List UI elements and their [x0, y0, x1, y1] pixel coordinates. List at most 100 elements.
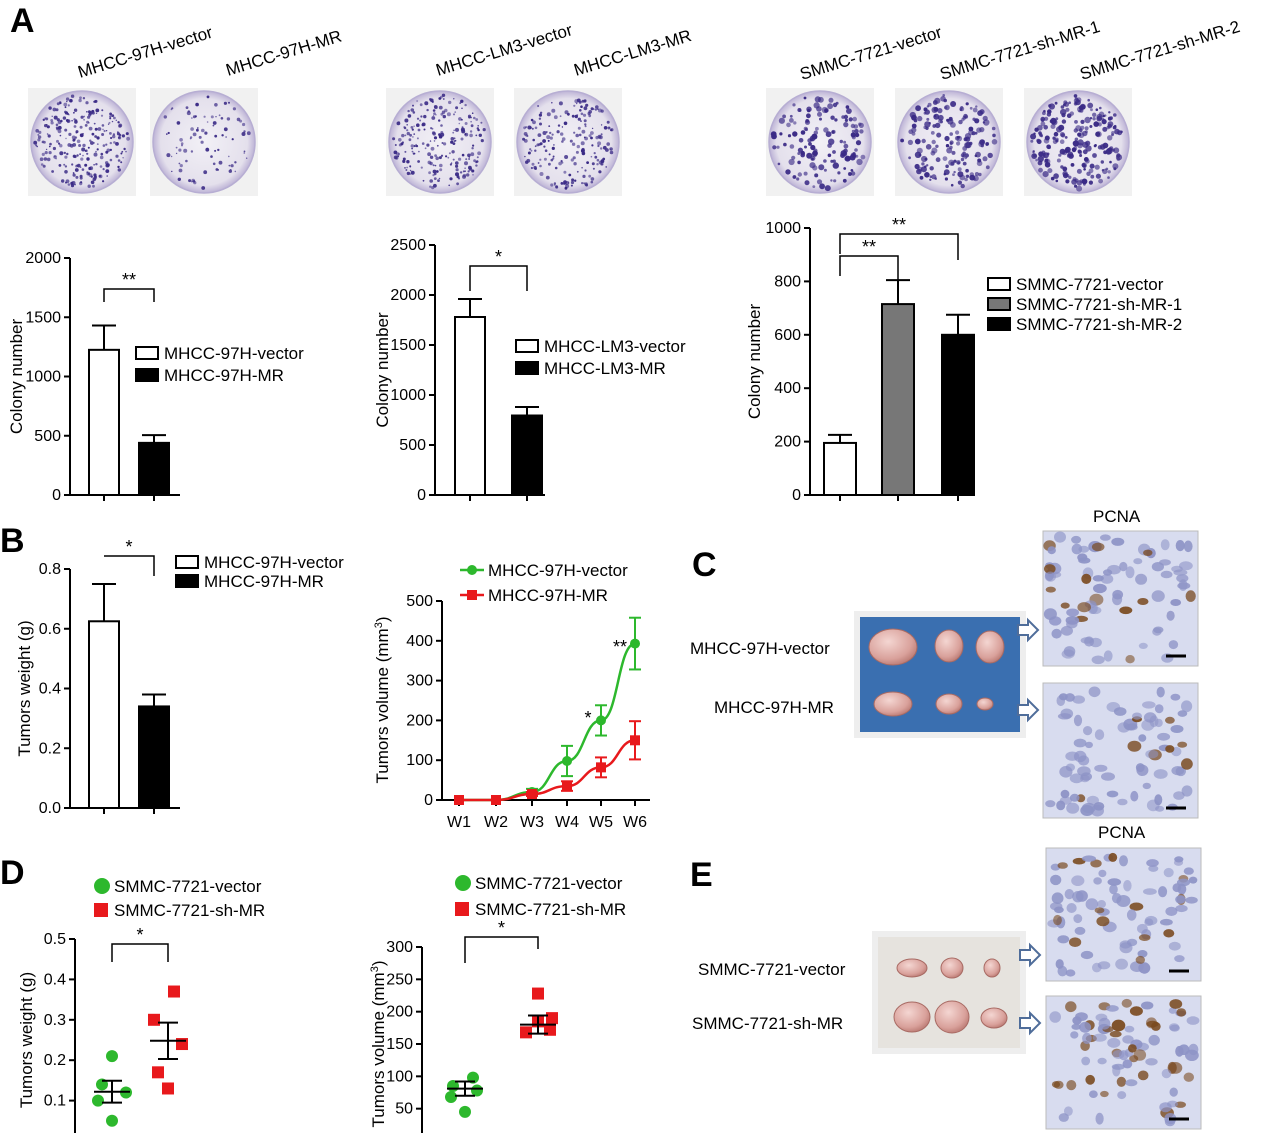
colony-dot: [792, 103, 796, 107]
colony-dot: [46, 157, 51, 162]
cell-nucleus: [1118, 1050, 1129, 1061]
cell-nucleus: [1072, 695, 1085, 704]
colony-dot: [824, 185, 831, 192]
colony-dot: [1060, 165, 1064, 169]
colony-dot: [964, 153, 969, 158]
colony-dot: [1042, 111, 1046, 116]
colony-dot: [573, 162, 577, 166]
colony-dot: [178, 162, 181, 165]
colony-dot: [393, 155, 398, 160]
colony-dot: [543, 145, 546, 148]
colony-dot: [454, 139, 457, 142]
colony-dot: [1087, 98, 1090, 102]
colony-dot: [1037, 125, 1043, 131]
colony-dot: [72, 172, 75, 174]
cell-nucleus: [1077, 766, 1091, 776]
colony-dot: [67, 119, 71, 123]
colony-dot: [64, 110, 67, 114]
y-tick-label: 1500: [25, 309, 61, 326]
colony-dot: [50, 121, 54, 125]
colony-dot: [542, 131, 547, 135]
colony-dot: [546, 112, 551, 117]
colony-dot: [61, 179, 65, 183]
cell-nucleus: [1176, 1008, 1187, 1017]
colony-dot: [246, 131, 251, 136]
colony-dot: [1113, 124, 1117, 128]
colony-dot: [461, 153, 465, 157]
colony-dot: [580, 105, 583, 108]
legend-swatch: [135, 368, 159, 382]
colony-dot: [59, 102, 62, 104]
colony-dot: [439, 168, 443, 172]
colony-dot: [843, 140, 847, 144]
colony-dot: [180, 142, 184, 145]
colony-dot: [943, 169, 950, 176]
colony-dot: [808, 142, 812, 146]
dish-label: MHCC-LM3-vector: [434, 20, 575, 80]
colony-dot: [163, 115, 167, 119]
cell-nucleus: [1125, 566, 1135, 579]
tumor: [976, 697, 994, 711]
colony-dot: [97, 127, 102, 131]
colony-dot: [88, 166, 92, 171]
tumor: [934, 1000, 970, 1034]
colony-dot: [917, 166, 923, 172]
colony-dot: [52, 146, 57, 151]
colony-dot: [38, 130, 42, 134]
colony-dot: [420, 166, 423, 169]
colony-dot: [105, 169, 110, 174]
colony-dot: [576, 102, 578, 105]
colony-dot: [431, 100, 434, 103]
colony-dot: [214, 149, 217, 152]
colony-dot: [200, 140, 204, 144]
data-point: [148, 1013, 160, 1026]
colony-dot: [578, 100, 582, 104]
colony-dot: [523, 126, 526, 130]
colony-dot: [44, 124, 48, 128]
colony-dot: [210, 115, 214, 119]
colony-dot: [464, 103, 467, 107]
colony-dot: [831, 130, 835, 134]
cell-nucleus: [1137, 598, 1149, 605]
colony-dot: [936, 132, 942, 138]
cell-nucleus: [1185, 896, 1198, 904]
colony-dot: [79, 153, 81, 156]
colony-dot: [1109, 160, 1112, 164]
colony-dot: [477, 151, 481, 156]
cell-nucleus: [1051, 1081, 1061, 1088]
colony-dot: [858, 122, 862, 126]
colony-dot: [64, 155, 68, 159]
colony-dot: [962, 161, 967, 166]
colony-dot: [464, 133, 467, 136]
colony-dot: [99, 165, 103, 168]
colony-dot: [46, 125, 50, 129]
colony-dot: [827, 103, 833, 110]
colony-dot: [67, 104, 70, 107]
cell-nucleus: [1177, 741, 1188, 748]
colony-dot: [464, 167, 466, 169]
bar: [454, 316, 486, 496]
colony-dot: [472, 174, 474, 176]
legend-label: SMMC-7721-vector: [114, 877, 262, 896]
cell-nucleus: [1060, 708, 1074, 719]
colony-dot: [433, 105, 438, 109]
cell-nucleus: [1080, 805, 1094, 816]
colony-dot: [72, 173, 76, 177]
colony-dot: [455, 106, 459, 110]
colony-dot: [115, 142, 119, 146]
colony-dot: [185, 106, 189, 109]
colony-dot: [525, 160, 529, 164]
colony-dot: [58, 142, 61, 145]
colony-dot: [812, 150, 818, 156]
legend-label: MHCC-97H-MR: [164, 366, 284, 385]
colony-dot: [109, 148, 113, 152]
colony-dot: [92, 184, 95, 188]
colony-dot: [243, 152, 246, 154]
colony-dot: [600, 159, 605, 164]
colony-dot: [121, 150, 124, 153]
colony-dot: [561, 161, 564, 164]
colony-dot: [960, 106, 964, 109]
colony-dot: [817, 111, 822, 117]
colony-dot: [778, 117, 786, 124]
y-tick-label: 100: [386, 1068, 413, 1085]
